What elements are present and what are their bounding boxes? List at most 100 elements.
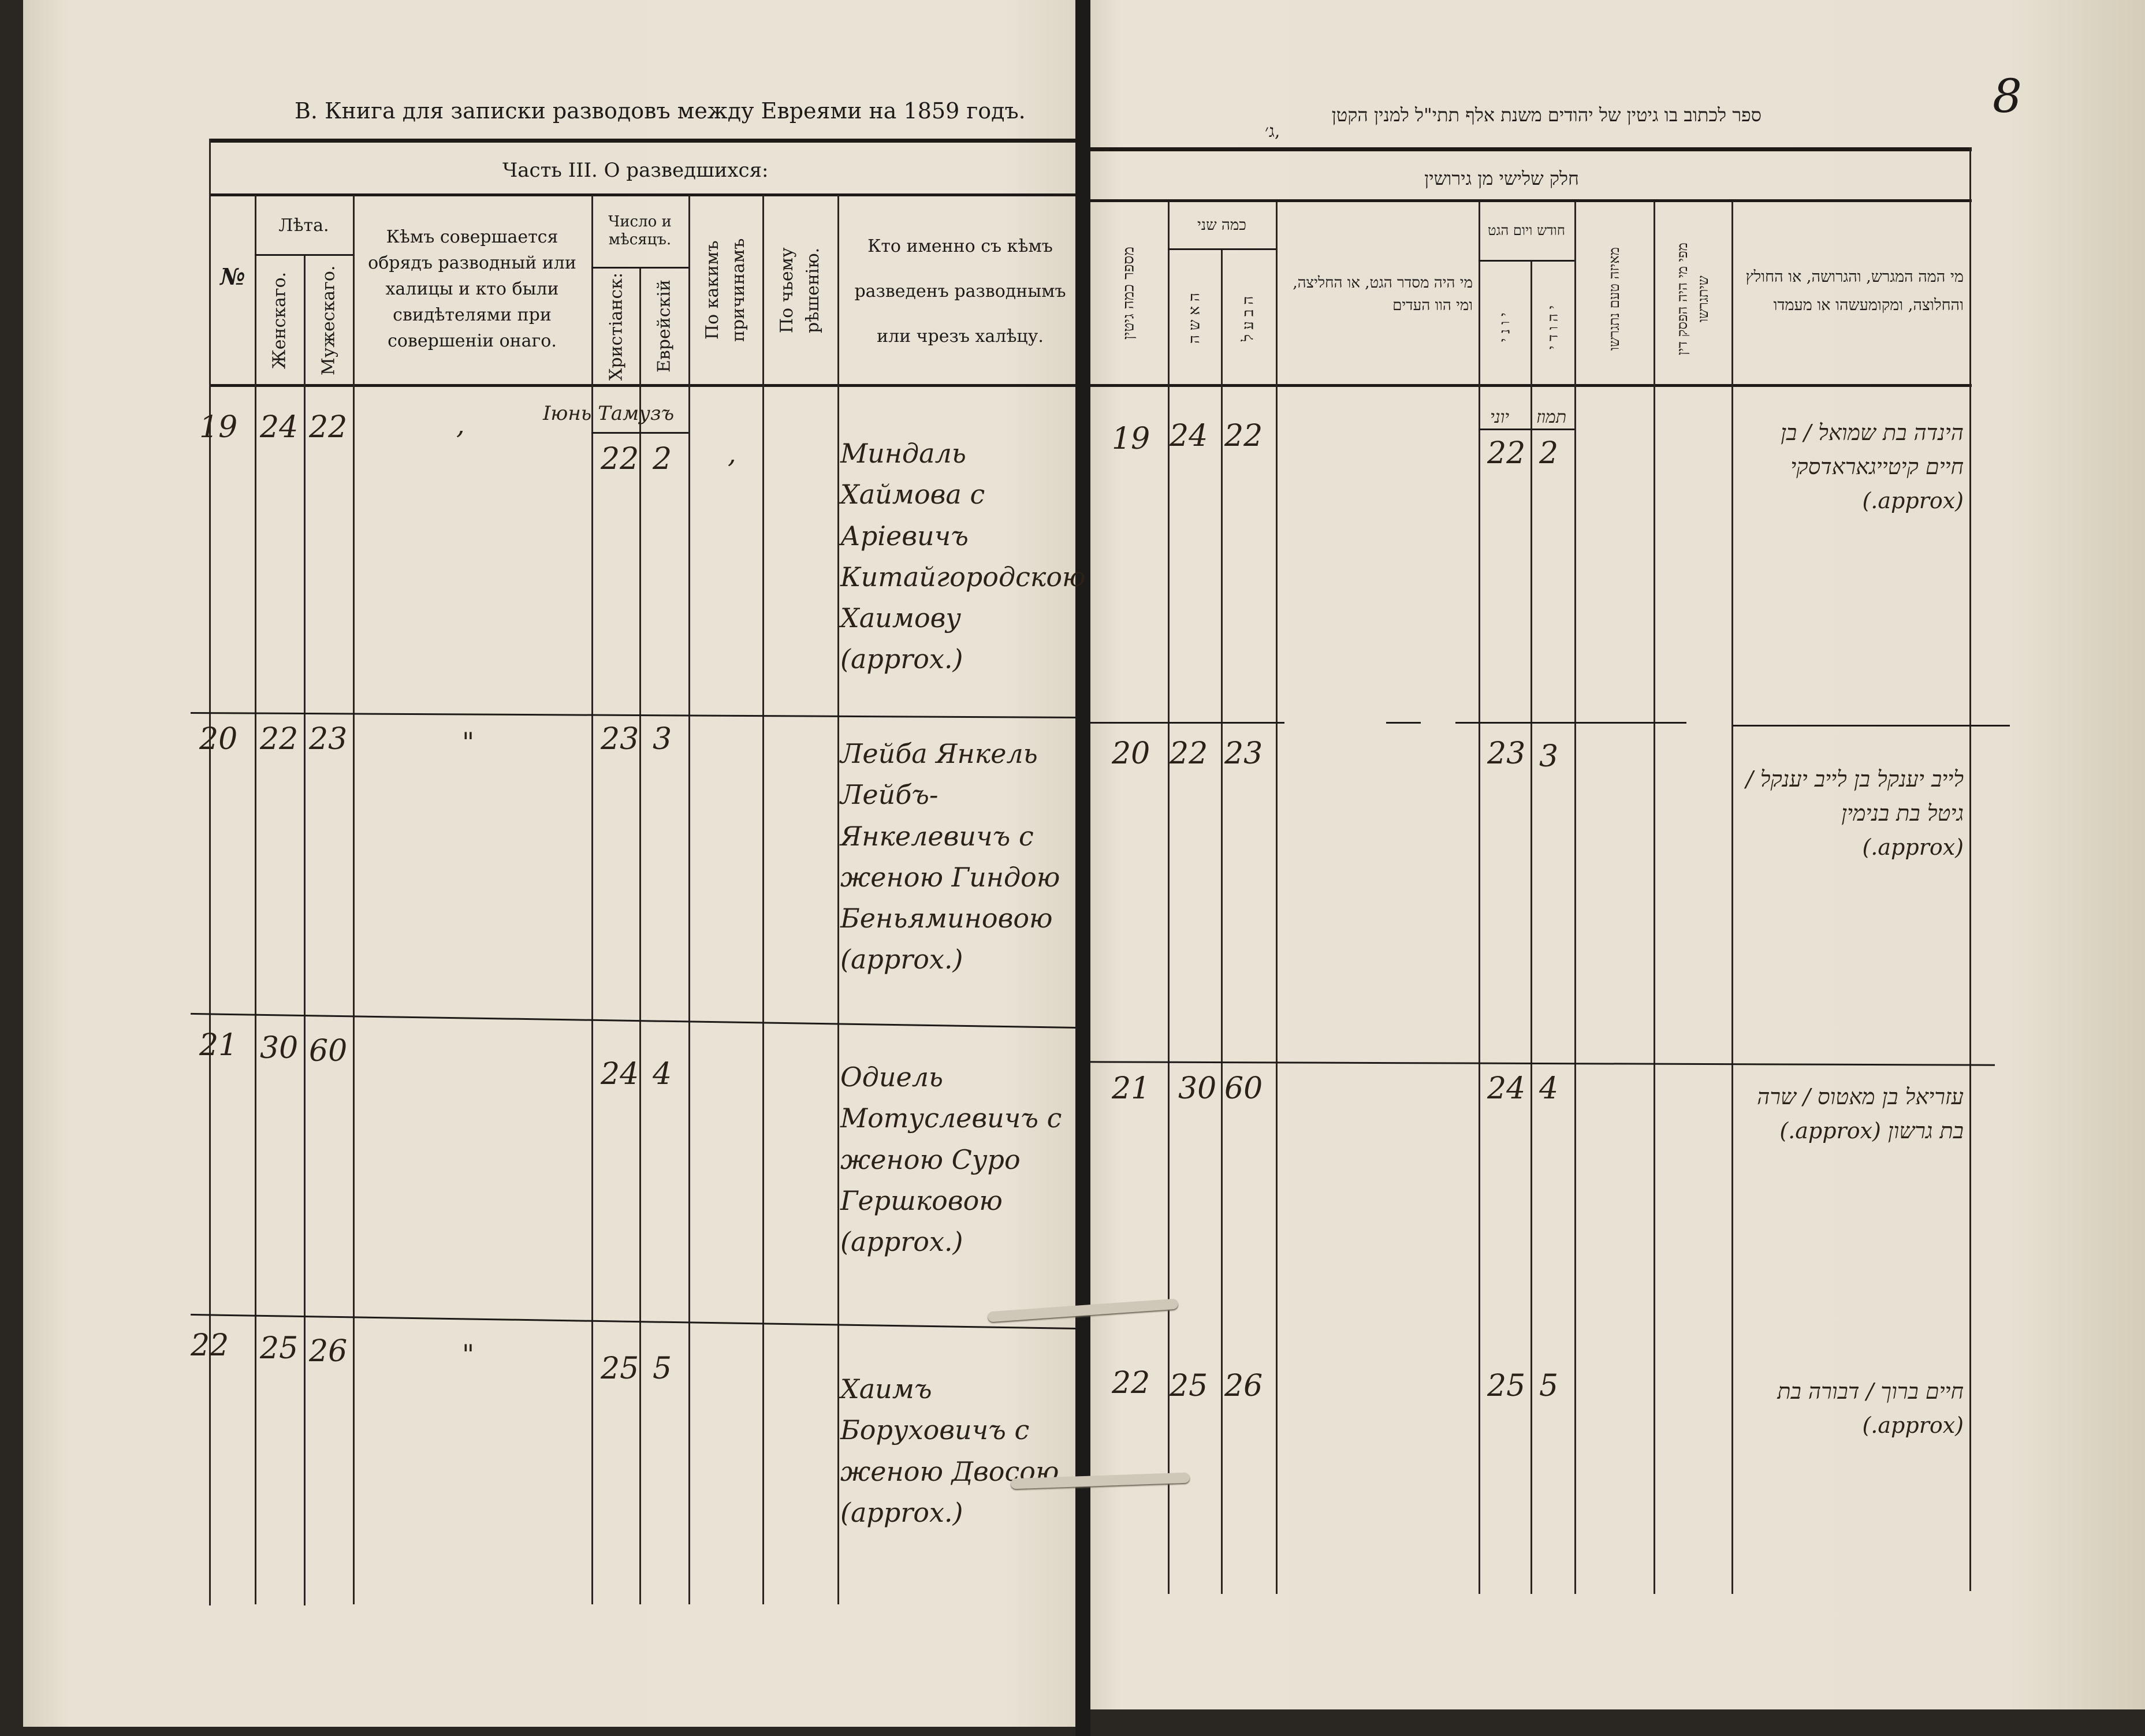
header-bottom-rule [1088,384,1972,387]
header-gentile-date: יוני [1496,308,1513,342]
header-male: Мужескаго. [318,265,339,376]
table-left-border [209,139,211,1605]
col-divider [1168,202,1170,1594]
jewish-date: 5 [1539,1369,1559,1403]
col-divider [1530,260,1532,1594]
month-note-gentile: יוני [1490,407,1510,427]
section-title: חלק שלישי מן גירושין [1424,167,1579,189]
row-number: 21 [1112,1071,1150,1106]
section-title: Часть III. О разведшихся: [502,159,769,182]
row-number: 20 [199,722,238,757]
header-who: Кто именно съ кѣмъ разведенъ разводнымъ … [854,236,1066,347]
row-number: 20 [1112,736,1150,771]
jewish-date: 4 [653,1057,672,1091]
header-number: № [220,263,245,290]
wife-age: 24 [1170,419,1208,453]
wife-age: 22 [1170,736,1208,771]
jewish-date: 4 [1539,1071,1559,1106]
officiant: " [462,1339,475,1370]
rule [1479,260,1574,262]
female-age: 30 [260,1031,299,1066]
husband-age: 23 [1224,736,1263,771]
jewish-date: 5 [653,1351,672,1386]
christian-date: 22 [601,442,639,476]
husband-age: 60 [1224,1071,1263,1106]
row-divider [1386,722,1421,724]
rule [1088,199,1972,202]
month-note: Іюнь Тамузъ [543,402,675,425]
male-age: 26 [309,1334,348,1369]
col-divider [591,195,593,1604]
husband-age: 22 [1224,419,1263,453]
header-officiant: Кѣмъ совершается обрядъ разводный или ха… [368,226,576,351]
right-page [1086,0,2145,1709]
header-jewish-date: יהודי [1545,300,1561,349]
table-top-rule [209,139,1081,143]
jewish-date: 3 [1539,739,1559,774]
row-number: 22 [1112,1366,1150,1400]
col-divider [688,195,690,1604]
officiant: " [462,727,475,758]
jewish-date: 2 [653,442,672,476]
rule [1168,248,1276,250]
husband-age: 26 [1224,1369,1263,1403]
row-number: 21 [199,1028,238,1063]
female-age: 25 [260,1331,299,1366]
header-jewish: Еврейскій [654,280,675,373]
who-divorced: Одиель Мотуслевичъ с женою Суро Гершково… [840,1061,1062,1258]
rule [255,254,353,256]
col-divider [1479,202,1480,1594]
header-decision: מפי מי היה הפסק דין שיתגרשו [1674,243,1711,355]
gentile-date: 25 [1487,1369,1526,1403]
rule [209,193,1081,196]
male-age: 23 [309,722,348,757]
left-page [23,0,1080,1727]
jewish-date: 3 [653,722,672,757]
who-divorced: חיים ברוך / דבורה בת (approx.) [1777,1379,1964,1438]
header-number: מספר כמה גיטין [1120,247,1138,340]
header-wife: האשה [1186,288,1204,344]
female-age: 22 [260,722,299,757]
female-age: 24 [260,410,299,445]
row-divider [1733,725,2010,727]
wife-age: 25 [1170,1369,1208,1403]
left-page-title: В. Книга для записки разводовъ между Евр… [295,98,1026,124]
who-divorced: Лейба Янкель Лейбъ-Янкелевичъ с женою Ги… [840,738,1060,975]
gentile-date: 24 [1487,1071,1526,1106]
month-note-jewish: תמוז [1536,407,1567,427]
table-top-rule [1088,147,1972,151]
who-divorced: Хаимъ Боруховичъ с женою Двосою (approx.… [840,1373,1059,1528]
row-number: 22 [191,1328,229,1363]
col-divider [255,195,256,1604]
col-divider [304,254,306,1605]
male-age: 60 [309,1034,348,1068]
col-divider [1276,202,1278,1594]
title-mark: ג׳, [1265,121,1280,141]
table-right-border [1969,147,1971,1591]
header-female: Женскаго. [269,271,290,370]
col-divider [639,267,641,1604]
page-number: 8 [1993,69,2022,123]
header-christian: Христіанск: [606,272,627,381]
header-reason: מאיזה טעם נתגרשו [1606,247,1622,351]
who-divorced: לייב יענקל בן לייב יענקל / גיטל בת בנימי… [1745,766,1964,860]
header-officiant: מי היה מסדר הגט, או החליצה, ומי הוו העדי… [1293,274,1473,314]
jewish-date: 2 [1539,436,1559,471]
col-divider [837,195,839,1604]
header-ages: כמה שני [1197,216,1247,234]
row-divider [1088,722,1284,724]
male-age: 22 [309,410,348,445]
officiant: , [456,409,465,440]
row-number: 19 [1112,422,1150,456]
reasons: , [728,438,736,469]
gentile-date: 23 [1487,736,1526,771]
wife-age: 30 [1178,1071,1217,1106]
header-reasons: По какимъ причинамъ [702,238,748,342]
who-divorced: הינדה בת שמואל / בן חיים קיטייגאראדסקי (… [1781,420,1964,513]
christian-date: 24 [601,1057,639,1091]
who-divorced: עזריאל בן מאטוס / שרה בת גרשון (approx.) [1757,1084,1964,1143]
header-date: חודש ויום הגט [1488,222,1565,239]
col-divider [1574,202,1576,1594]
rule [1479,429,1574,430]
rule [591,432,688,434]
